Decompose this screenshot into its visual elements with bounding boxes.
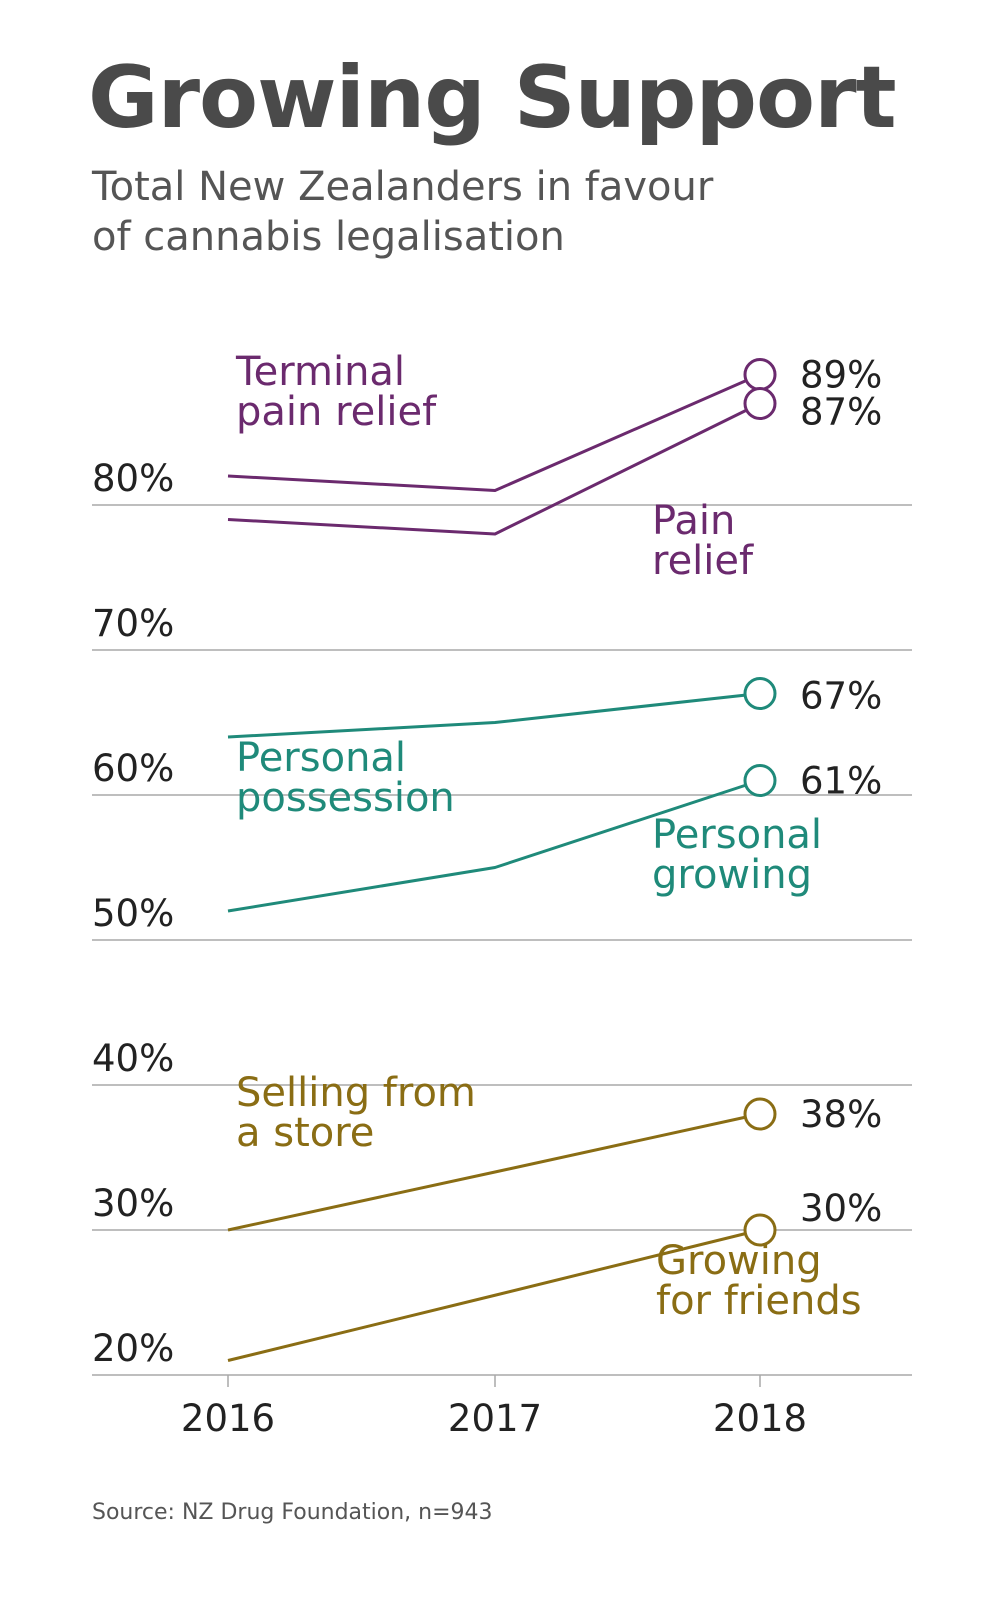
series-end-marker bbox=[743, 1213, 777, 1247]
series-end-marker bbox=[743, 764, 777, 797]
y-tick-label: 40% bbox=[92, 1037, 174, 1080]
series-label-line-2: for friends bbox=[656, 1278, 862, 1324]
series-label-line-1: Growing bbox=[656, 1238, 822, 1284]
series-label-line-2: pain relief bbox=[236, 389, 437, 435]
y-tick-label: 50% bbox=[92, 892, 174, 935]
series-end-marker bbox=[743, 1097, 777, 1131]
y-tick-label: 60% bbox=[92, 747, 174, 790]
source-note: Source: NZ Drug Foundation, n=943 bbox=[92, 1500, 493, 1525]
data-label: 30% bbox=[800, 1187, 882, 1230]
series-label-line-2: growing bbox=[652, 852, 812, 898]
data-label: 89% bbox=[800, 354, 882, 397]
series-label-line-1: Personal bbox=[236, 735, 406, 781]
chart-title: Growing Support bbox=[88, 48, 897, 148]
series-end-marker bbox=[743, 387, 777, 420]
y-tick-label: 70% bbox=[92, 602, 174, 645]
series-line bbox=[227, 1228, 761, 1362]
series-label-line-1: Terminal bbox=[235, 349, 405, 395]
series-label-line-2: a store bbox=[236, 1110, 374, 1156]
chart-subtitle: Total New Zealanders in favour of cannab… bbox=[92, 162, 852, 262]
data-label: 61% bbox=[800, 760, 882, 803]
x-tick-label: 2017 bbox=[448, 1397, 542, 1440]
series-line bbox=[227, 692, 761, 739]
series-label-line-2: possession bbox=[236, 775, 455, 821]
y-tick-label: 80% bbox=[92, 457, 174, 500]
series-label-line-1: Pain bbox=[652, 498, 735, 544]
series-line bbox=[227, 402, 761, 536]
subtitle-line-1: Total New Zealanders in favour bbox=[92, 164, 714, 210]
data-label: 38% bbox=[800, 1093, 882, 1136]
series-line bbox=[227, 1112, 761, 1232]
series-label-line-2: relief bbox=[652, 538, 754, 584]
x-tick-label: 2016 bbox=[181, 1397, 275, 1440]
series-end-marker bbox=[743, 358, 777, 391]
data-label: 87% bbox=[800, 391, 882, 434]
data-label: 67% bbox=[800, 675, 882, 718]
x-tick-label: 2018 bbox=[713, 1397, 807, 1440]
series-end-marker bbox=[743, 677, 777, 710]
series-label-line-1: Personal bbox=[652, 812, 822, 858]
series-line bbox=[227, 779, 761, 913]
series-line bbox=[227, 373, 761, 492]
y-tick-label: 30% bbox=[92, 1182, 174, 1225]
series-label-line-1: Selling from bbox=[236, 1070, 476, 1116]
y-tick-label: 20% bbox=[92, 1327, 174, 1370]
subtitle-line-2: of cannabis legalisation bbox=[92, 214, 565, 260]
